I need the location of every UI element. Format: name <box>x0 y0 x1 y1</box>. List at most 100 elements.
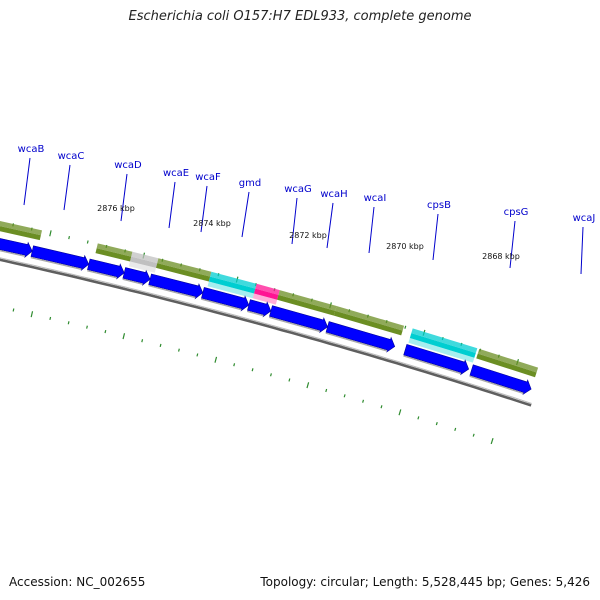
tick-mark-bottom <box>435 421 438 426</box>
cog-segment-shadow <box>408 337 475 363</box>
gene-callout-line <box>368 206 375 254</box>
cog-segment <box>476 353 537 378</box>
gene-callout-line <box>63 164 71 211</box>
tick-mark-bottom <box>417 416 420 420</box>
tick-mark-bottom <box>122 333 126 340</box>
gene-label-wcaH: wcaH <box>320 189 347 200</box>
cog-segment-shadow <box>207 281 255 299</box>
cds-arrow-shadow <box>148 284 196 299</box>
gene-callout-line <box>200 185 208 233</box>
tick-mark-top <box>49 230 52 237</box>
tick-mark-bottom <box>49 316 52 321</box>
gene-callouts: wcaB wcaC wcaD wcaE wcaF gmd wcaG wcaH wcaI cpsB c… <box>18 144 596 275</box>
cds-arrow-shadow <box>325 332 388 352</box>
gene-callout-line <box>120 173 128 222</box>
cog-segment <box>255 283 280 295</box>
tick-mark-bottom <box>86 325 88 329</box>
backbone-highlight <box>0 257 532 405</box>
cds-arrow-shadow <box>0 249 26 257</box>
gene-callout-line <box>432 213 439 261</box>
cog-segment <box>278 290 337 311</box>
tick-mark-bottom <box>490 438 494 445</box>
gene-label-wcaB: wcaB <box>18 144 45 155</box>
cds-arrow <box>247 299 272 318</box>
tick-mark-top <box>86 240 89 244</box>
cds-arrow <box>148 273 204 300</box>
cds-arrow-shadow <box>403 355 462 375</box>
tick-mark-bottom <box>159 343 162 348</box>
tick-mark-bottom <box>177 348 180 352</box>
tick-mark-bottom <box>454 427 457 431</box>
tick-mark-top <box>68 236 71 240</box>
cog-segment <box>411 328 478 354</box>
genome-summary-text: Topology: circular; Length: 5,528,445 bp… <box>260 575 590 589</box>
position-label: 2868 kbp <box>482 252 520 261</box>
tick-mark-bottom <box>362 399 365 403</box>
cog-segment-shadow <box>128 261 157 273</box>
gene-callout-line <box>241 191 250 238</box>
tick-mark-bottom <box>472 433 475 437</box>
tick-mark-bottom <box>141 339 144 343</box>
tick-mark-bottom <box>104 330 107 334</box>
gene-label-wcaI: wcaI <box>364 193 387 204</box>
tick-mark-bottom <box>12 308 15 312</box>
gene-label-wcaC: wcaC <box>58 151 85 162</box>
tick-mark-top <box>404 325 407 329</box>
cog-segment <box>95 248 132 262</box>
genome-title: Escherichia coli O157:H7 EDL933, complet… <box>128 9 472 24</box>
position-label: 2872 kbp <box>289 231 327 240</box>
tick-mark-bottom <box>343 394 346 398</box>
tick-mark-bottom <box>30 311 34 318</box>
gene-label-wcaJ: wcaJ <box>573 213 596 224</box>
backbone-line <box>0 258 532 407</box>
tick-mark-bottom <box>233 363 236 367</box>
cds-arrow <box>87 258 125 280</box>
cog-segment <box>277 294 336 316</box>
position-label: 2870 kbp <box>386 242 424 251</box>
gene-label-wcaF: wcaF <box>195 172 221 183</box>
cds-arrow-shadow <box>30 256 82 270</box>
gene-label-wcaD: wcaD <box>114 160 142 171</box>
accession-text: Accession: NC_002655 <box>9 575 146 589</box>
cog-segment <box>0 221 43 236</box>
tick-mark-bottom <box>196 353 199 357</box>
cog-segment <box>409 333 476 358</box>
tick-mark-bottom <box>251 368 254 372</box>
cds-arrow <box>201 287 250 312</box>
cds-arrow <box>325 321 396 353</box>
gene-callout-line <box>291 197 298 245</box>
cds-arrow-shadow <box>122 278 143 285</box>
tick-mark-bottom <box>214 356 218 363</box>
tick-mark-bottom <box>398 409 402 416</box>
cds-arrow <box>30 245 90 272</box>
cog-segment <box>96 243 133 257</box>
cog-segment <box>333 310 403 336</box>
tick-mark-bottom <box>288 378 291 382</box>
cog-segment <box>254 288 279 300</box>
position-label: 2874 kbp <box>193 219 231 228</box>
cds-arrow <box>403 344 470 376</box>
gene-label-cpsG: cpsG <box>504 207 529 218</box>
tick-mark-bottom <box>325 388 328 393</box>
cog-segment <box>157 258 212 277</box>
cog-segment <box>335 306 405 331</box>
backbone-track <box>0 257 532 407</box>
tick-mark-bottom <box>306 382 310 389</box>
tick-mark-bottom <box>380 405 383 409</box>
gene-label-wcaE: wcaE <box>163 168 189 179</box>
cog-segment <box>477 348 539 373</box>
cog-track <box>0 221 539 378</box>
cog-segment <box>131 251 159 264</box>
position-labels: 2876 kbp 2874 kbp 2872 kbp 2870 kbp 2868 kbp <box>97 204 520 261</box>
cog-segment <box>0 226 41 241</box>
cds-arrow <box>469 364 532 396</box>
gene-label-gmd: gmd <box>239 178 261 189</box>
gene-callout-line <box>326 202 334 249</box>
gene-callout-line <box>509 220 516 269</box>
gene-callout-line <box>168 181 176 229</box>
cog-segment <box>210 271 257 289</box>
tick-mark-bottom <box>67 321 70 325</box>
cds-arrow-shadow <box>269 316 321 333</box>
cog-segment-shadow <box>252 293 278 305</box>
